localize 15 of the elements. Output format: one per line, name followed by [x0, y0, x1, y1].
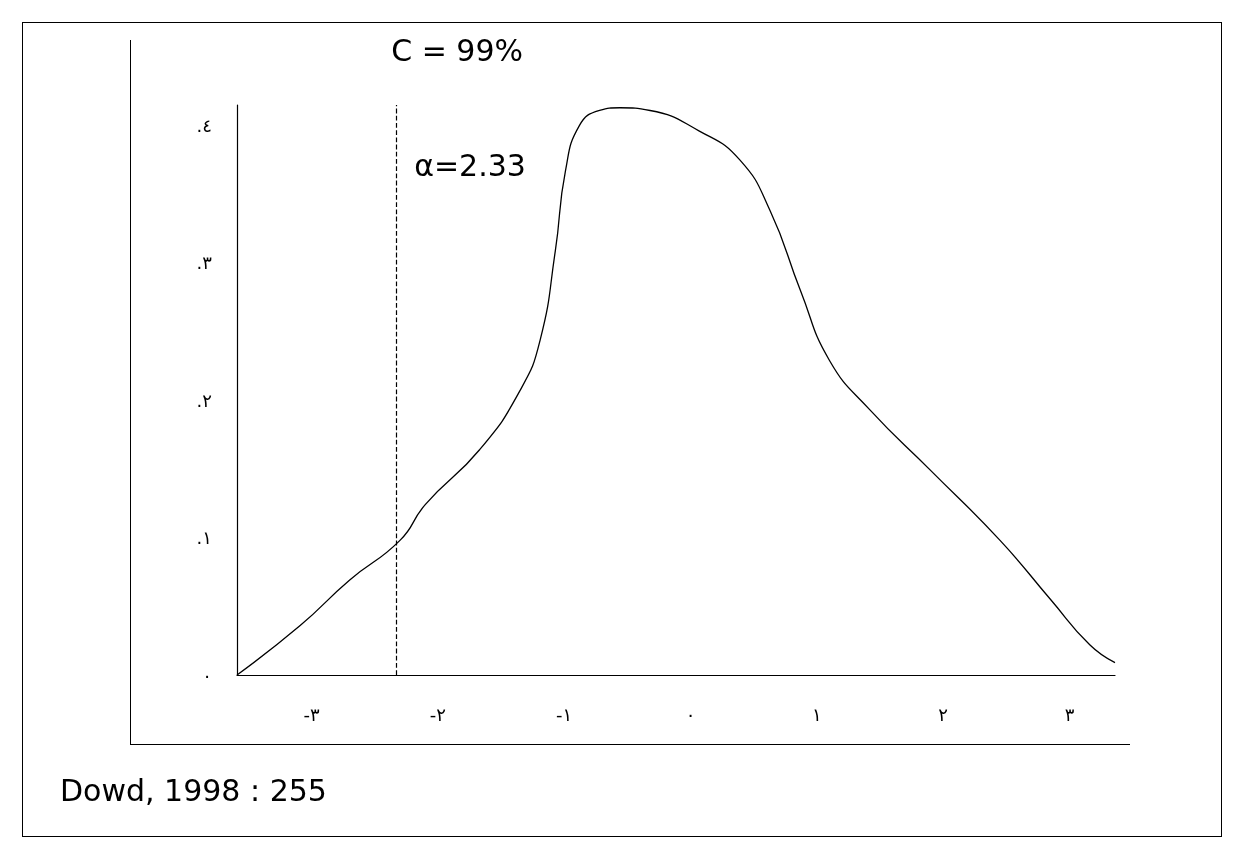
x-tick-label: ٠ [685, 703, 696, 725]
y-tick-label: .٤ [196, 115, 212, 137]
x-tick-label: ٢ [938, 703, 949, 725]
text: Dowd, 1998 : 255 [60, 772, 327, 808]
y-tick-label: .١ [196, 527, 212, 549]
x-tick-label: ٣ [1064, 703, 1075, 725]
y-tick-label: .٣ [196, 252, 213, 274]
x-tick-label: ١ [812, 703, 822, 725]
y-tick-label: .٢ [196, 389, 212, 411]
text: C = 99% [391, 32, 524, 68]
y-tick-label: ٠ [202, 664, 212, 686]
x-tick-label: -١ [556, 703, 573, 725]
x-tick-label: -٢ [429, 703, 446, 725]
annotation: α=2.33 [414, 147, 526, 183]
x-tick-label: -٣ [303, 703, 320, 725]
